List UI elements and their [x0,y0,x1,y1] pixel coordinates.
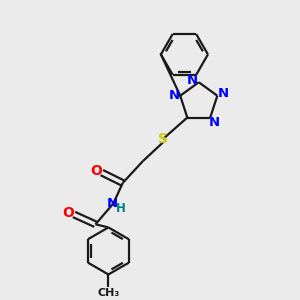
Text: N: N [187,74,198,87]
Text: O: O [62,206,74,220]
Text: O: O [91,164,103,178]
Text: S: S [158,132,168,146]
Text: N: N [168,89,179,102]
Text: N: N [209,116,220,129]
Text: CH₃: CH₃ [97,288,119,298]
Text: N: N [106,196,117,209]
Text: N: N [218,87,229,100]
Text: H: H [116,202,125,215]
